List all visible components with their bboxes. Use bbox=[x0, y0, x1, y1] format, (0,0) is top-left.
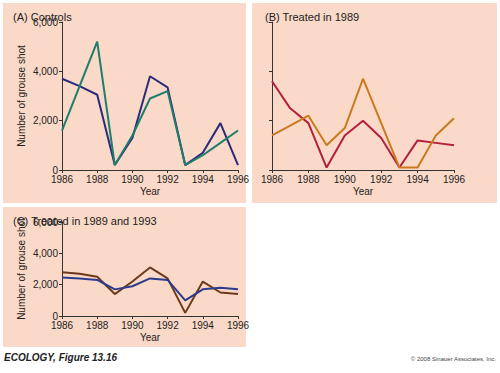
html-text:ECOLOGY, Figure 13.16: ECOLOGY, Figure 13.16 bbox=[4, 352, 117, 363]
svg-text:Year: Year bbox=[140, 332, 161, 343]
svg-text:1988: 1988 bbox=[86, 174, 109, 185]
svg-text:1986: 1986 bbox=[51, 320, 74, 331]
svg-text:1990: 1990 bbox=[334, 174, 357, 185]
svg-text:4,000: 4,000 bbox=[33, 248, 58, 259]
svg-text:2,000: 2,000 bbox=[33, 115, 58, 126]
svg-text:2,000: 2,000 bbox=[33, 279, 58, 290]
svg-text:Year: Year bbox=[140, 186, 161, 197]
svg-text:(A) Controls: (A) Controls bbox=[13, 11, 72, 23]
svg-text:Number of grouse shot: Number of grouse shot bbox=[16, 45, 27, 147]
svg-text:1996: 1996 bbox=[227, 320, 250, 331]
svg-text:1996: 1996 bbox=[227, 174, 250, 185]
svg-text:Number of grouse shot: Number of grouse shot bbox=[16, 218, 27, 320]
svg-text:1992: 1992 bbox=[370, 174, 393, 185]
svg-text:0: 0 bbox=[52, 310, 58, 322]
svg-text:1988: 1988 bbox=[297, 174, 320, 185]
svg-text:(C) Treated in 1989 and 1993: (C) Treated in 1989 and 1993 bbox=[13, 215, 157, 227]
svg-text:(B) Treated in 1989: (B) Treated in 1989 bbox=[265, 11, 359, 23]
svg-text:1986: 1986 bbox=[51, 174, 74, 185]
svg-text:4,000: 4,000 bbox=[33, 66, 58, 77]
svg-text:1990: 1990 bbox=[121, 174, 144, 185]
svg-text:1986: 1986 bbox=[261, 174, 284, 185]
svg-text:1992: 1992 bbox=[156, 320, 179, 331]
svg-text:1988: 1988 bbox=[86, 320, 109, 331]
svg-text:1990: 1990 bbox=[121, 320, 144, 331]
svg-text:0: 0 bbox=[52, 164, 58, 176]
svg-text:1994: 1994 bbox=[406, 174, 429, 185]
svg-text:1992: 1992 bbox=[156, 174, 179, 185]
svg-text:Year: Year bbox=[353, 186, 374, 197]
svg-text:1994: 1994 bbox=[192, 320, 215, 331]
html-text:© 2008 Sinauer Associates, Inc: © 2008 Sinauer Associates, Inc. bbox=[410, 356, 496, 362]
svg-text:1996: 1996 bbox=[443, 174, 466, 185]
svg-text:1994: 1994 bbox=[192, 174, 215, 185]
